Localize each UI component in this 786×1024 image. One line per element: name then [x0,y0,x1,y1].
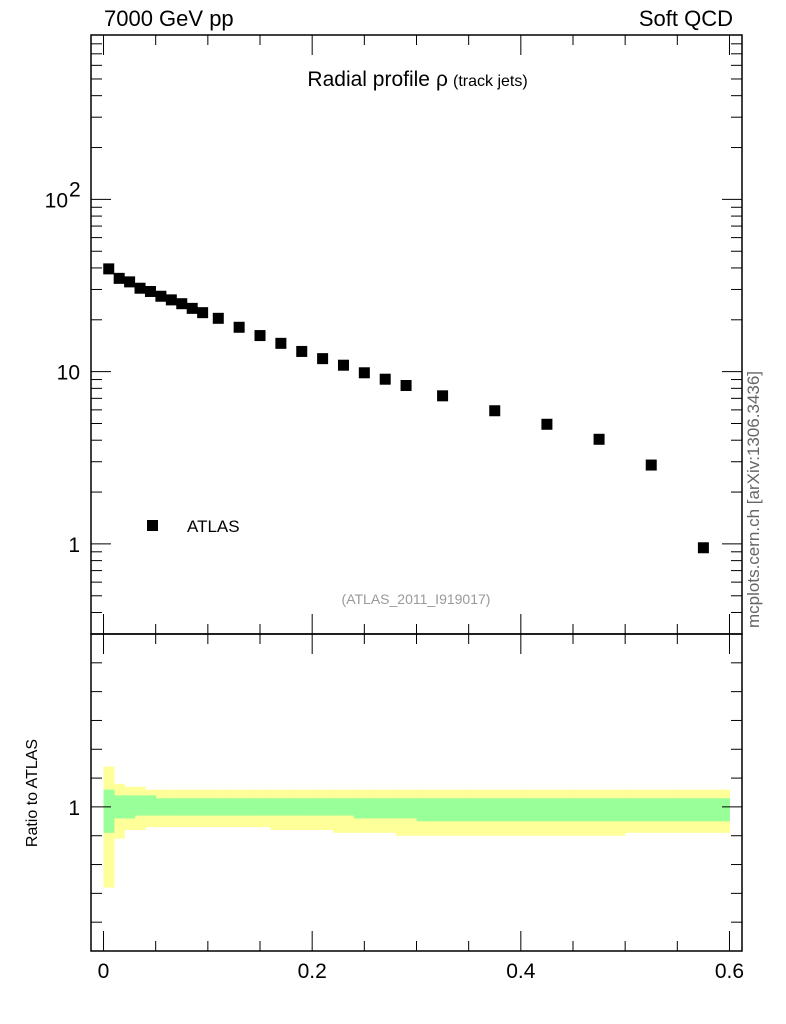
data-point [541,418,553,430]
uncertainty-band-inner [166,798,178,816]
plot-title-symbol: ρ [436,68,448,91]
ratio-panel-frame [90,633,743,952]
uncertainty-band-inner [124,795,136,819]
uncertainty-band-inner [207,798,230,816]
y-tick-label: 10 [45,189,68,212]
data-point [134,282,146,294]
data-point [275,337,287,349]
uncertainty-band-inner [270,798,292,816]
data-point [165,294,177,306]
uncertainty-band-inner [625,798,678,822]
uncertainty-band-inner [197,798,209,816]
x-tick-label: 0.6 [715,960,744,983]
data-point [144,285,156,297]
data-point [296,345,308,357]
data-point [212,312,224,324]
uncertainty-band-inner [155,798,167,816]
x-tick-label: 0.4 [506,960,536,983]
uncertainty-band-inner [374,798,397,819]
data-point [155,290,167,302]
uncertainty-band-inner [113,795,125,819]
analysis-id: (ATLAS_2011_I919017) [342,591,491,607]
legend-label: ATLAS [187,517,240,536]
x-tick-label: 0.2 [298,960,327,983]
uncertainty-band-inner [186,798,198,816]
uncertainty-band-inner [176,798,188,816]
uncertainty-band-inner [520,798,574,822]
uncertainty-band-inner [572,798,626,822]
data-point [358,367,370,379]
data-point [233,321,245,333]
data-point [113,272,125,284]
uncertainty-band-inner [677,798,730,822]
plot-title-suffix: (track jets) [453,73,528,90]
uncertainty-band-inner [312,798,334,816]
data-point [197,307,209,319]
y-tick-label: 1 [68,534,80,557]
legend-marker [147,520,158,531]
data-point [697,542,709,554]
uncertainty-band-inner [103,789,115,833]
data-point [400,380,412,392]
ratio-y-axis-label: Ratio to ATLAS [24,739,41,847]
category-label: Soft QCD [638,6,733,31]
data-point [593,433,605,445]
uncertainty-band-inner [353,798,376,819]
data-point [254,330,266,342]
data-point [645,459,657,471]
uncertainty-band-inner [291,798,313,816]
uncertainty-band-inner [416,798,470,822]
data-point [186,302,198,314]
x-tick-label: 0 [98,960,110,983]
energy-label: 7000 GeV pp [104,6,234,31]
data-point [317,353,329,365]
data-point [437,390,449,402]
data-point [124,276,136,288]
data-point [176,298,188,310]
uncertainty-band-inner [134,795,146,816]
uncertainty-band-inner [468,798,522,822]
uncertainty-band-inner [145,795,157,816]
ratio-y-tick-label: 1 [68,797,80,820]
y-tick-label: 10 [57,362,80,385]
data-point [103,263,115,275]
data-point [337,359,349,371]
uncertainty-band-inner [249,798,271,816]
uncertainty-band-inner [333,798,355,816]
uncertainty-band-inner [395,798,417,819]
main-panel-frame [90,34,743,635]
plot-title: Radial profile [307,68,430,91]
ratio-panel: 1 0 0.2 0.4 0.6 Ratio to ATLAS [24,633,744,983]
data-point [489,405,501,417]
y-tick-label-exponent: 2 [69,178,81,201]
data-point [379,373,391,385]
uncertainty-band-inner [228,798,251,816]
